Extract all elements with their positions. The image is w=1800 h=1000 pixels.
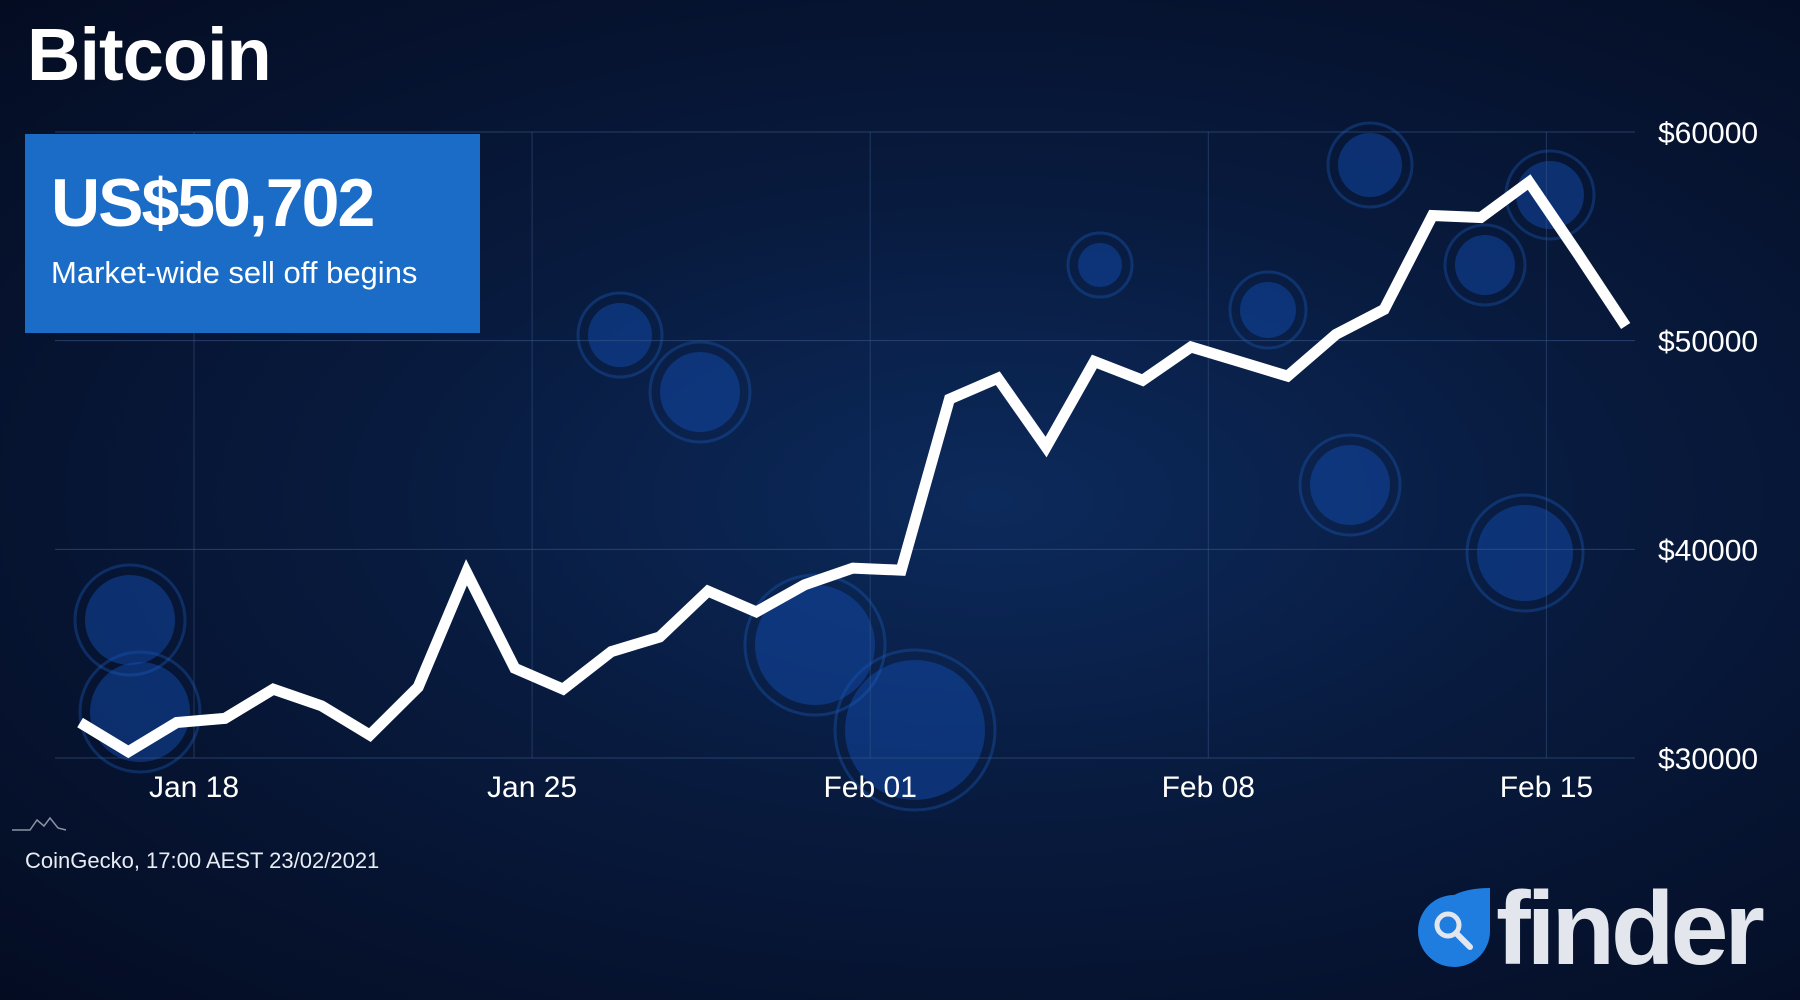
y-tick-label: $30000: [1658, 743, 1758, 776]
bitcoin-coin-decoration: [845, 660, 985, 800]
bitcoin-coin-decoration: [1240, 282, 1296, 338]
x-tick-label: Feb 08: [1162, 771, 1255, 804]
bitcoin-coin-decoration: [1455, 235, 1515, 295]
bitcoin-coin-decoration: [1228, 270, 1308, 350]
bitcoin-coin-decoration: [1338, 133, 1402, 197]
bitcoin-coin-decoration: [755, 585, 875, 705]
x-tick-label: Jan 25: [487, 771, 577, 804]
bitcoin-coin-decoration: [73, 563, 187, 677]
bitcoin-coin-decoration: [1066, 231, 1134, 299]
bitcoin-coin-decoration: [1516, 161, 1584, 229]
bitcoin-coin-decoration: [833, 648, 997, 812]
background-bitcoin-decorations: [73, 121, 1596, 812]
bitcoin-coin-decoration: [743, 573, 887, 717]
bitcoin-coin-decoration: [648, 340, 752, 444]
page-title: Bitcoin: [27, 13, 272, 96]
bitcoin-coin-decoration: [660, 352, 740, 432]
bitcoin-coin-decoration: [78, 650, 202, 774]
brand-logo: finder: [1496, 871, 1765, 987]
bitcoin-coin-decoration: [1078, 243, 1122, 287]
current-price: US$50,702: [51, 165, 375, 241]
bitcoin-coin-decoration: [90, 662, 190, 762]
bitcoin-coin-decoration: [1465, 493, 1585, 613]
x-tick-label: Jan 18: [149, 771, 239, 804]
y-tick-label: $50000: [1658, 326, 1758, 359]
price-callout: US$50,702 Market-wide sell off begins: [25, 134, 480, 333]
bitcoin-coin-decoration: [576, 291, 664, 379]
bitcoin-coin-decoration: [1298, 433, 1402, 537]
bitcoin-coin-decoration: [1326, 121, 1414, 209]
bitcoin-coin-decoration: [85, 575, 175, 665]
mountain-chart-icon: [12, 816, 67, 831]
magnifier-drop-icon: [1418, 888, 1491, 967]
y-tick-label: $40000: [1658, 534, 1758, 567]
bitcoin-coin-decoration: [1477, 505, 1573, 601]
bitcoin-coin-decoration: [1443, 223, 1527, 307]
y-axis: $30000 $40000 $50000 $60000: [1658, 117, 1758, 776]
bitcoin-coin-decoration: [1310, 445, 1390, 525]
callout-note: Market-wide sell off begins: [51, 255, 418, 290]
y-tick-label: $60000: [1658, 117, 1758, 150]
bitcoin-coin-decoration: [588, 303, 652, 367]
data-source: CoinGecko, 17:00 AEST 23/02/2021: [25, 848, 380, 873]
x-tick-label: Feb 15: [1500, 771, 1593, 804]
x-tick-label: Feb 01: [823, 771, 916, 804]
grid: [55, 131, 1635, 759]
x-axis: Jan 18 Jan 25 Feb 01 Feb 08 Feb 15: [149, 771, 1593, 804]
